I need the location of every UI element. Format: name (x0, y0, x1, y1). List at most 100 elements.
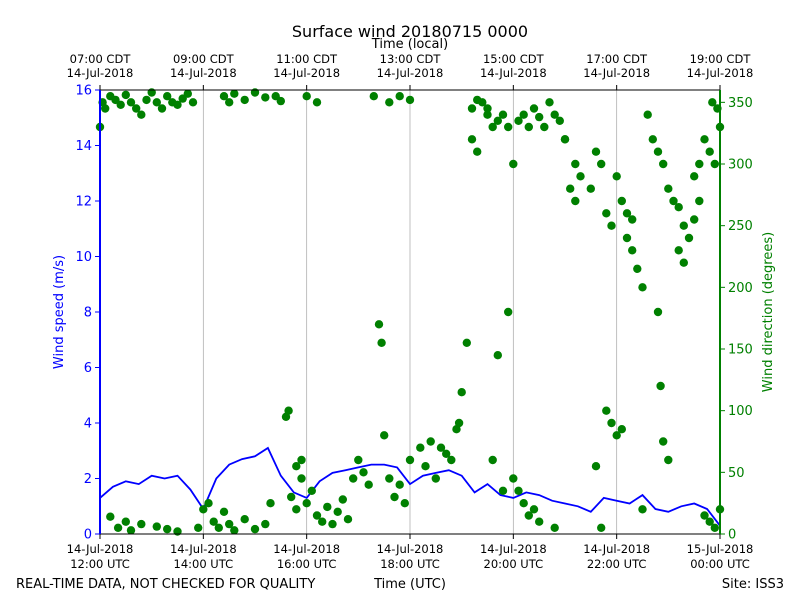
wind-direction-point (318, 517, 327, 526)
wind-direction-point (633, 264, 642, 273)
wind-direction-point (571, 196, 580, 206)
wind-direction-point (488, 455, 497, 465)
wind-direction-point (121, 517, 130, 526)
wind-direction-point (710, 159, 719, 169)
wind-direction-point (617, 425, 626, 434)
wind-direction-point (116, 100, 125, 110)
bottom-tick-date: 14-Jul-2018 (480, 542, 547, 556)
wind-direction-point (628, 246, 637, 255)
wind-direction-point (700, 511, 709, 520)
top-tick-date: 14-Jul-2018 (377, 66, 444, 80)
top-tick-time: 13:00 CDT (380, 52, 442, 66)
wind-direction-point (126, 98, 136, 107)
wind-direction-point (113, 523, 123, 532)
wind-direction-point (312, 98, 322, 107)
wind-direction-point (426, 437, 435, 446)
wind-direction-point (674, 246, 683, 255)
wind-direction-point (617, 196, 626, 206)
wind-direction-point (708, 98, 717, 107)
wind-direction-point (488, 122, 497, 132)
wind-direction-point (312, 511, 322, 520)
wind-direction-point (204, 499, 213, 508)
wind-direction-point (240, 95, 249, 105)
wind-direction-point (705, 517, 714, 526)
wind-direction-point (302, 92, 311, 101)
wind-direction-point (550, 110, 559, 119)
top-tick-date: 14-Jul-2018 (687, 66, 754, 80)
wind-direction-point (519, 110, 528, 119)
wind-direction-point (225, 519, 234, 529)
wind-direction-point (416, 443, 425, 452)
wind-direction-point (607, 221, 616, 230)
bottom-tick-date: 15-Jul-2018 (687, 542, 754, 556)
bottom-tick-time: 22:00 UTC (587, 557, 647, 571)
wind-direction-point (628, 215, 637, 224)
wind-direction-point (597, 159, 606, 169)
left-tick-label: 14 (75, 139, 92, 154)
top-tick-time: 15:00 CDT (483, 52, 545, 66)
top-tick-date: 14-Jul-2018 (170, 66, 237, 80)
wind-direction-point (473, 95, 482, 105)
wind-direction-point (540, 122, 549, 132)
wind-direction-point (705, 147, 714, 156)
wind-direction-point (121, 90, 130, 100)
right-tick-label: 100 (728, 404, 753, 419)
wind-direction-point (152, 98, 161, 107)
wind-direction-point (493, 116, 502, 126)
wind-direction-point (638, 505, 647, 514)
wind-direction-point (457, 388, 466, 397)
wind-direction-point (380, 431, 389, 440)
wind-direction-point (648, 135, 657, 144)
wind-direction-point (292, 505, 301, 514)
wind-direction-point (622, 233, 632, 243)
wind-direction-point (679, 221, 688, 230)
wind-direction-point (643, 110, 652, 119)
wind-direction-point (524, 122, 533, 132)
wind-direction-point (653, 307, 663, 317)
right-tick-label: 200 (728, 281, 753, 296)
wind-direction-point (669, 196, 678, 206)
top-tick-date: 14-Jul-2018 (583, 66, 650, 80)
wind-direction-point (602, 209, 611, 218)
wind-direction-point (405, 455, 415, 465)
wind-direction-point (276, 96, 285, 106)
wind-direction-point (483, 104, 492, 113)
wind-direction-point (400, 499, 409, 508)
wind-direction-point (529, 505, 539, 514)
wind-direction-point (498, 110, 508, 119)
wind-direction-point (292, 462, 301, 471)
wind-direction-point (106, 512, 115, 521)
top-tick-time: 19:00 CDT (690, 52, 752, 66)
wind-direction-point (436, 443, 446, 452)
wind-direction-point (230, 89, 239, 98)
left-tick-label: 12 (75, 195, 92, 210)
wind-direction-point (467, 104, 477, 113)
wind-direction-point (524, 511, 533, 520)
right-tick-label: 150 (728, 343, 753, 358)
wind-direction-point (421, 462, 430, 471)
wind-direction-point (550, 523, 559, 532)
wind-direction-point (126, 526, 136, 535)
bottom-tick-time: 16:00 UTC (277, 557, 337, 571)
wind-direction-point (101, 104, 110, 113)
wind-direction-point (659, 159, 668, 169)
wind-direction-point (225, 98, 234, 107)
wind-direction-point (509, 159, 518, 169)
wind-direction-point (333, 507, 342, 516)
wind-direction-point (219, 507, 229, 516)
wind-direction-point (261, 93, 270, 102)
wind-direction-point (656, 381, 665, 391)
wind-direction-point (157, 104, 167, 113)
wind-direction-point (395, 92, 404, 101)
wind-direction-point (214, 523, 223, 532)
wind-direction-point (504, 307, 513, 317)
x-axis-label: Time (UTC) (373, 577, 446, 592)
wind-direction-point (266, 499, 275, 508)
wind-direction-point (302, 499, 311, 508)
wind-direction-point (710, 523, 719, 532)
top-tick-date: 14-Jul-2018 (67, 66, 134, 80)
right-tick-label: 350 (728, 96, 753, 111)
wind-direction-point (674, 203, 683, 212)
wind-direction-point (163, 524, 172, 534)
wind-direction-point (284, 406, 293, 415)
